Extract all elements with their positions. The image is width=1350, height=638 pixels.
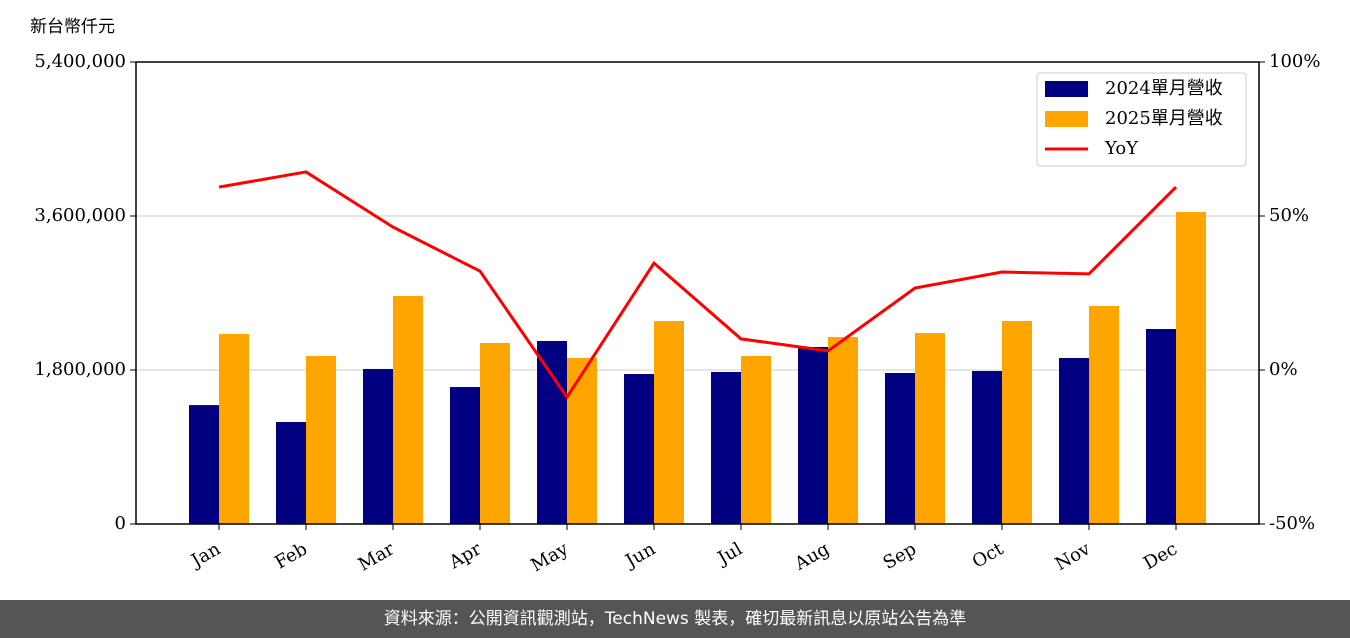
- y2-tick-label: 0%: [1269, 359, 1298, 380]
- x-tick-label: Jan: [186, 538, 224, 572]
- legend-box: [1036, 72, 1247, 167]
- legend-label: 2025單月營收: [1105, 108, 1223, 129]
- footer-bar: [0, 600, 1350, 638]
- x-tick-label: Aug: [790, 538, 833, 575]
- y2-tick-label: 50%: [1269, 205, 1309, 226]
- x-tick-label: Sep: [880, 538, 920, 573]
- footer: 資料來源：公開資訊觀測站，TechNews 製表，確切最新訊息以原站公告為準: [384, 609, 966, 629]
- bar: [567, 358, 597, 524]
- bar: [885, 372, 915, 524]
- bar: [1059, 358, 1089, 524]
- bar: [1089, 306, 1119, 524]
- x-tick-label: Jul: [712, 538, 746, 570]
- bar: [1146, 329, 1176, 524]
- legend-swatch: [1045, 81, 1088, 97]
- y-tick-label: 5,400,000: [34, 51, 126, 72]
- x-tick-label: Apr: [445, 538, 485, 573]
- x-tick-label: Oct: [969, 538, 1008, 573]
- bar: [711, 371, 741, 524]
- y-tick-label: 3,600,000: [34, 205, 126, 226]
- x-tick-label: Dec: [1140, 538, 1181, 574]
- y-tick-label: 1,800,000: [34, 359, 126, 380]
- bar: [972, 371, 1002, 524]
- y2-tick-label: 100%: [1269, 51, 1320, 72]
- y-tick-label: 0: [115, 513, 126, 534]
- legend-label: YoY: [1104, 138, 1139, 159]
- bar: [219, 333, 249, 524]
- x-tick-label: Jun: [620, 538, 659, 573]
- bar: [306, 355, 336, 524]
- bar: [393, 295, 423, 524]
- bar: [654, 320, 684, 524]
- yoy-line: [218, 170, 1178, 400]
- bar: [1002, 320, 1032, 524]
- x-tick-label: Feb: [271, 538, 311, 573]
- y-axis-label: 新台幣仟元: [30, 17, 115, 37]
- bar: [828, 336, 858, 524]
- x-tick-label: Nov: [1052, 538, 1095, 575]
- bar: [537, 340, 567, 524]
- bar: [276, 422, 306, 524]
- bar: [189, 405, 219, 524]
- bar: [624, 374, 654, 524]
- bar: [1176, 211, 1206, 524]
- plot-frame: [135, 61, 1260, 525]
- x-tick-label: Mar: [355, 538, 399, 575]
- bar: [450, 387, 480, 524]
- bar: [798, 346, 828, 524]
- bar: [363, 368, 393, 524]
- bar: [741, 355, 771, 524]
- y2-tick-label: -50%: [1269, 513, 1315, 534]
- legend-label: 2024單月營收: [1105, 78, 1223, 99]
- x-tick-label: May: [527, 538, 572, 576]
- bar: [480, 342, 510, 524]
- bar: [915, 333, 945, 524]
- legend-swatch: [1045, 111, 1088, 127]
